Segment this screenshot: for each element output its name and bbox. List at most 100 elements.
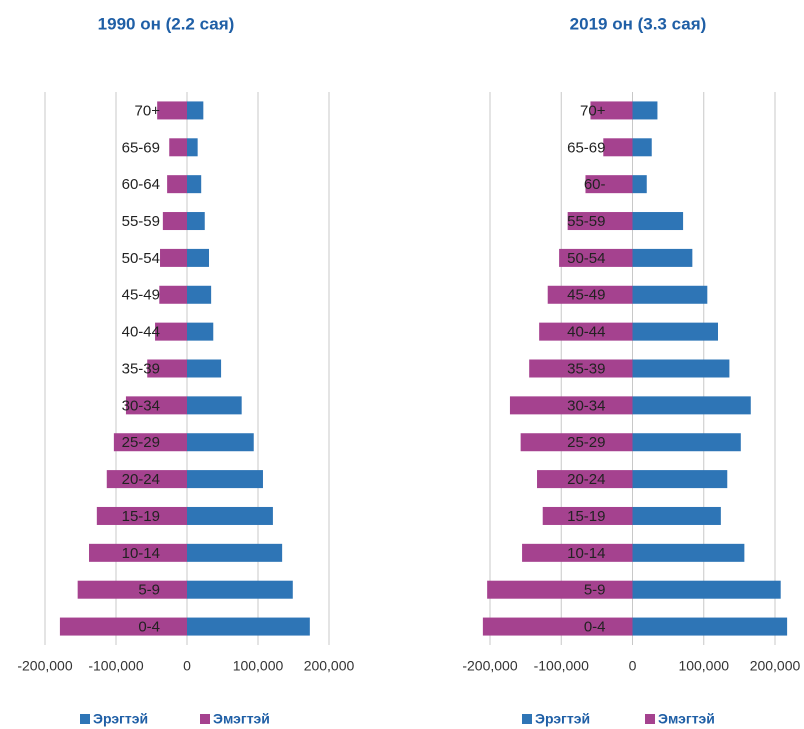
category-label: 35-39: [567, 360, 605, 377]
bar: [187, 506, 273, 525]
bar: [603, 138, 633, 157]
category-label: 70+: [135, 102, 161, 119]
bar: [482, 617, 633, 636]
category-label: 45-49: [122, 287, 160, 304]
bar: [585, 175, 633, 194]
legend-swatch: [522, 714, 532, 724]
category-label: 45-49: [567, 287, 605, 304]
bar: [187, 322, 214, 341]
bar: [520, 433, 633, 452]
category-label: 15-19: [122, 508, 160, 525]
bar: [632, 322, 718, 341]
bar: [632, 101, 658, 120]
category-label: 50-54: [122, 250, 160, 267]
bar: [157, 101, 187, 120]
bar: [542, 506, 633, 525]
category-label: 60-64: [122, 176, 160, 193]
legend-swatch: [200, 714, 210, 724]
bar: [187, 396, 242, 415]
category-label: 0-4: [138, 619, 160, 636]
bar: [547, 285, 633, 304]
category-label: 60-: [584, 176, 606, 193]
legend-swatch: [645, 714, 655, 724]
bar: [96, 506, 187, 525]
legend-label: Эмэгтэй: [658, 711, 715, 727]
bar: [187, 433, 254, 452]
category-label: 40-44: [122, 324, 160, 341]
bar: [632, 212, 684, 231]
category-label: 0-4: [584, 619, 606, 636]
bar: [159, 285, 187, 304]
bar: [59, 617, 187, 636]
bar: [169, 138, 187, 157]
legend-label: Эмэгтэй: [213, 711, 270, 727]
x-tick-label: 0: [183, 658, 191, 674]
bar: [537, 470, 633, 489]
category-label: 55-59: [567, 213, 605, 230]
x-tick-label: -200,000: [462, 658, 517, 674]
bar: [187, 212, 205, 231]
category-label: 30-34: [122, 397, 160, 414]
category-label: 25-29: [567, 434, 605, 451]
bar: [632, 506, 721, 525]
category-label: 35-39: [122, 360, 160, 377]
bar: [590, 101, 633, 120]
bar: [632, 248, 693, 267]
chart-title: 1990 он (2.2 сая): [98, 14, 235, 33]
bar: [187, 359, 222, 378]
bar: [162, 212, 187, 231]
x-tick-label: -100,000: [88, 658, 143, 674]
category-label: 10-14: [122, 545, 160, 562]
bar: [187, 285, 212, 304]
bar: [632, 580, 781, 599]
bar: [187, 175, 202, 194]
bar: [632, 543, 745, 562]
bar: [187, 138, 198, 157]
bar: [509, 396, 633, 415]
x-tick-label: -200,000: [17, 658, 72, 674]
bar: [632, 285, 708, 304]
x-tick-label: 100,000: [678, 658, 729, 674]
bar: [632, 470, 728, 489]
category-label: 5-9: [584, 582, 606, 599]
category-label: 15-19: [567, 508, 605, 525]
bar: [522, 543, 633, 562]
category-label: 20-24: [567, 471, 605, 488]
bar: [187, 101, 204, 120]
bar: [77, 580, 187, 599]
bar: [187, 580, 293, 599]
legend-label: Эрэгтэй: [535, 711, 590, 727]
x-tick-label: 200,000: [750, 658, 801, 674]
bar: [539, 322, 633, 341]
bar: [559, 248, 633, 267]
bar: [187, 543, 283, 562]
legend-swatch: [80, 714, 90, 724]
bar: [632, 359, 730, 378]
bar: [529, 359, 633, 378]
x-tick-label: -100,000: [534, 658, 589, 674]
bar: [160, 248, 187, 267]
category-label: 30-34: [567, 397, 605, 414]
category-label: 65-69: [567, 139, 605, 156]
bar: [106, 470, 187, 489]
bar: [113, 433, 187, 452]
bar: [155, 322, 187, 341]
bar: [632, 175, 647, 194]
bar: [89, 543, 187, 562]
category-label: 55-59: [122, 213, 160, 230]
bar: [632, 617, 788, 636]
bar: [487, 580, 633, 599]
x-tick-label: 0: [629, 658, 637, 674]
category-label: 50-54: [567, 250, 605, 267]
category-label: 5-9: [138, 582, 160, 599]
bar: [632, 396, 751, 415]
category-label: 70+: [580, 102, 606, 119]
bar: [632, 433, 741, 452]
chart-title: 2019 он (3.3 сая): [570, 14, 707, 33]
category-label: 40-44: [567, 324, 605, 341]
bar: [187, 617, 310, 636]
category-label: 65-69: [122, 139, 160, 156]
category-label: 20-24: [122, 471, 160, 488]
bar: [167, 175, 187, 194]
bar: [632, 138, 652, 157]
